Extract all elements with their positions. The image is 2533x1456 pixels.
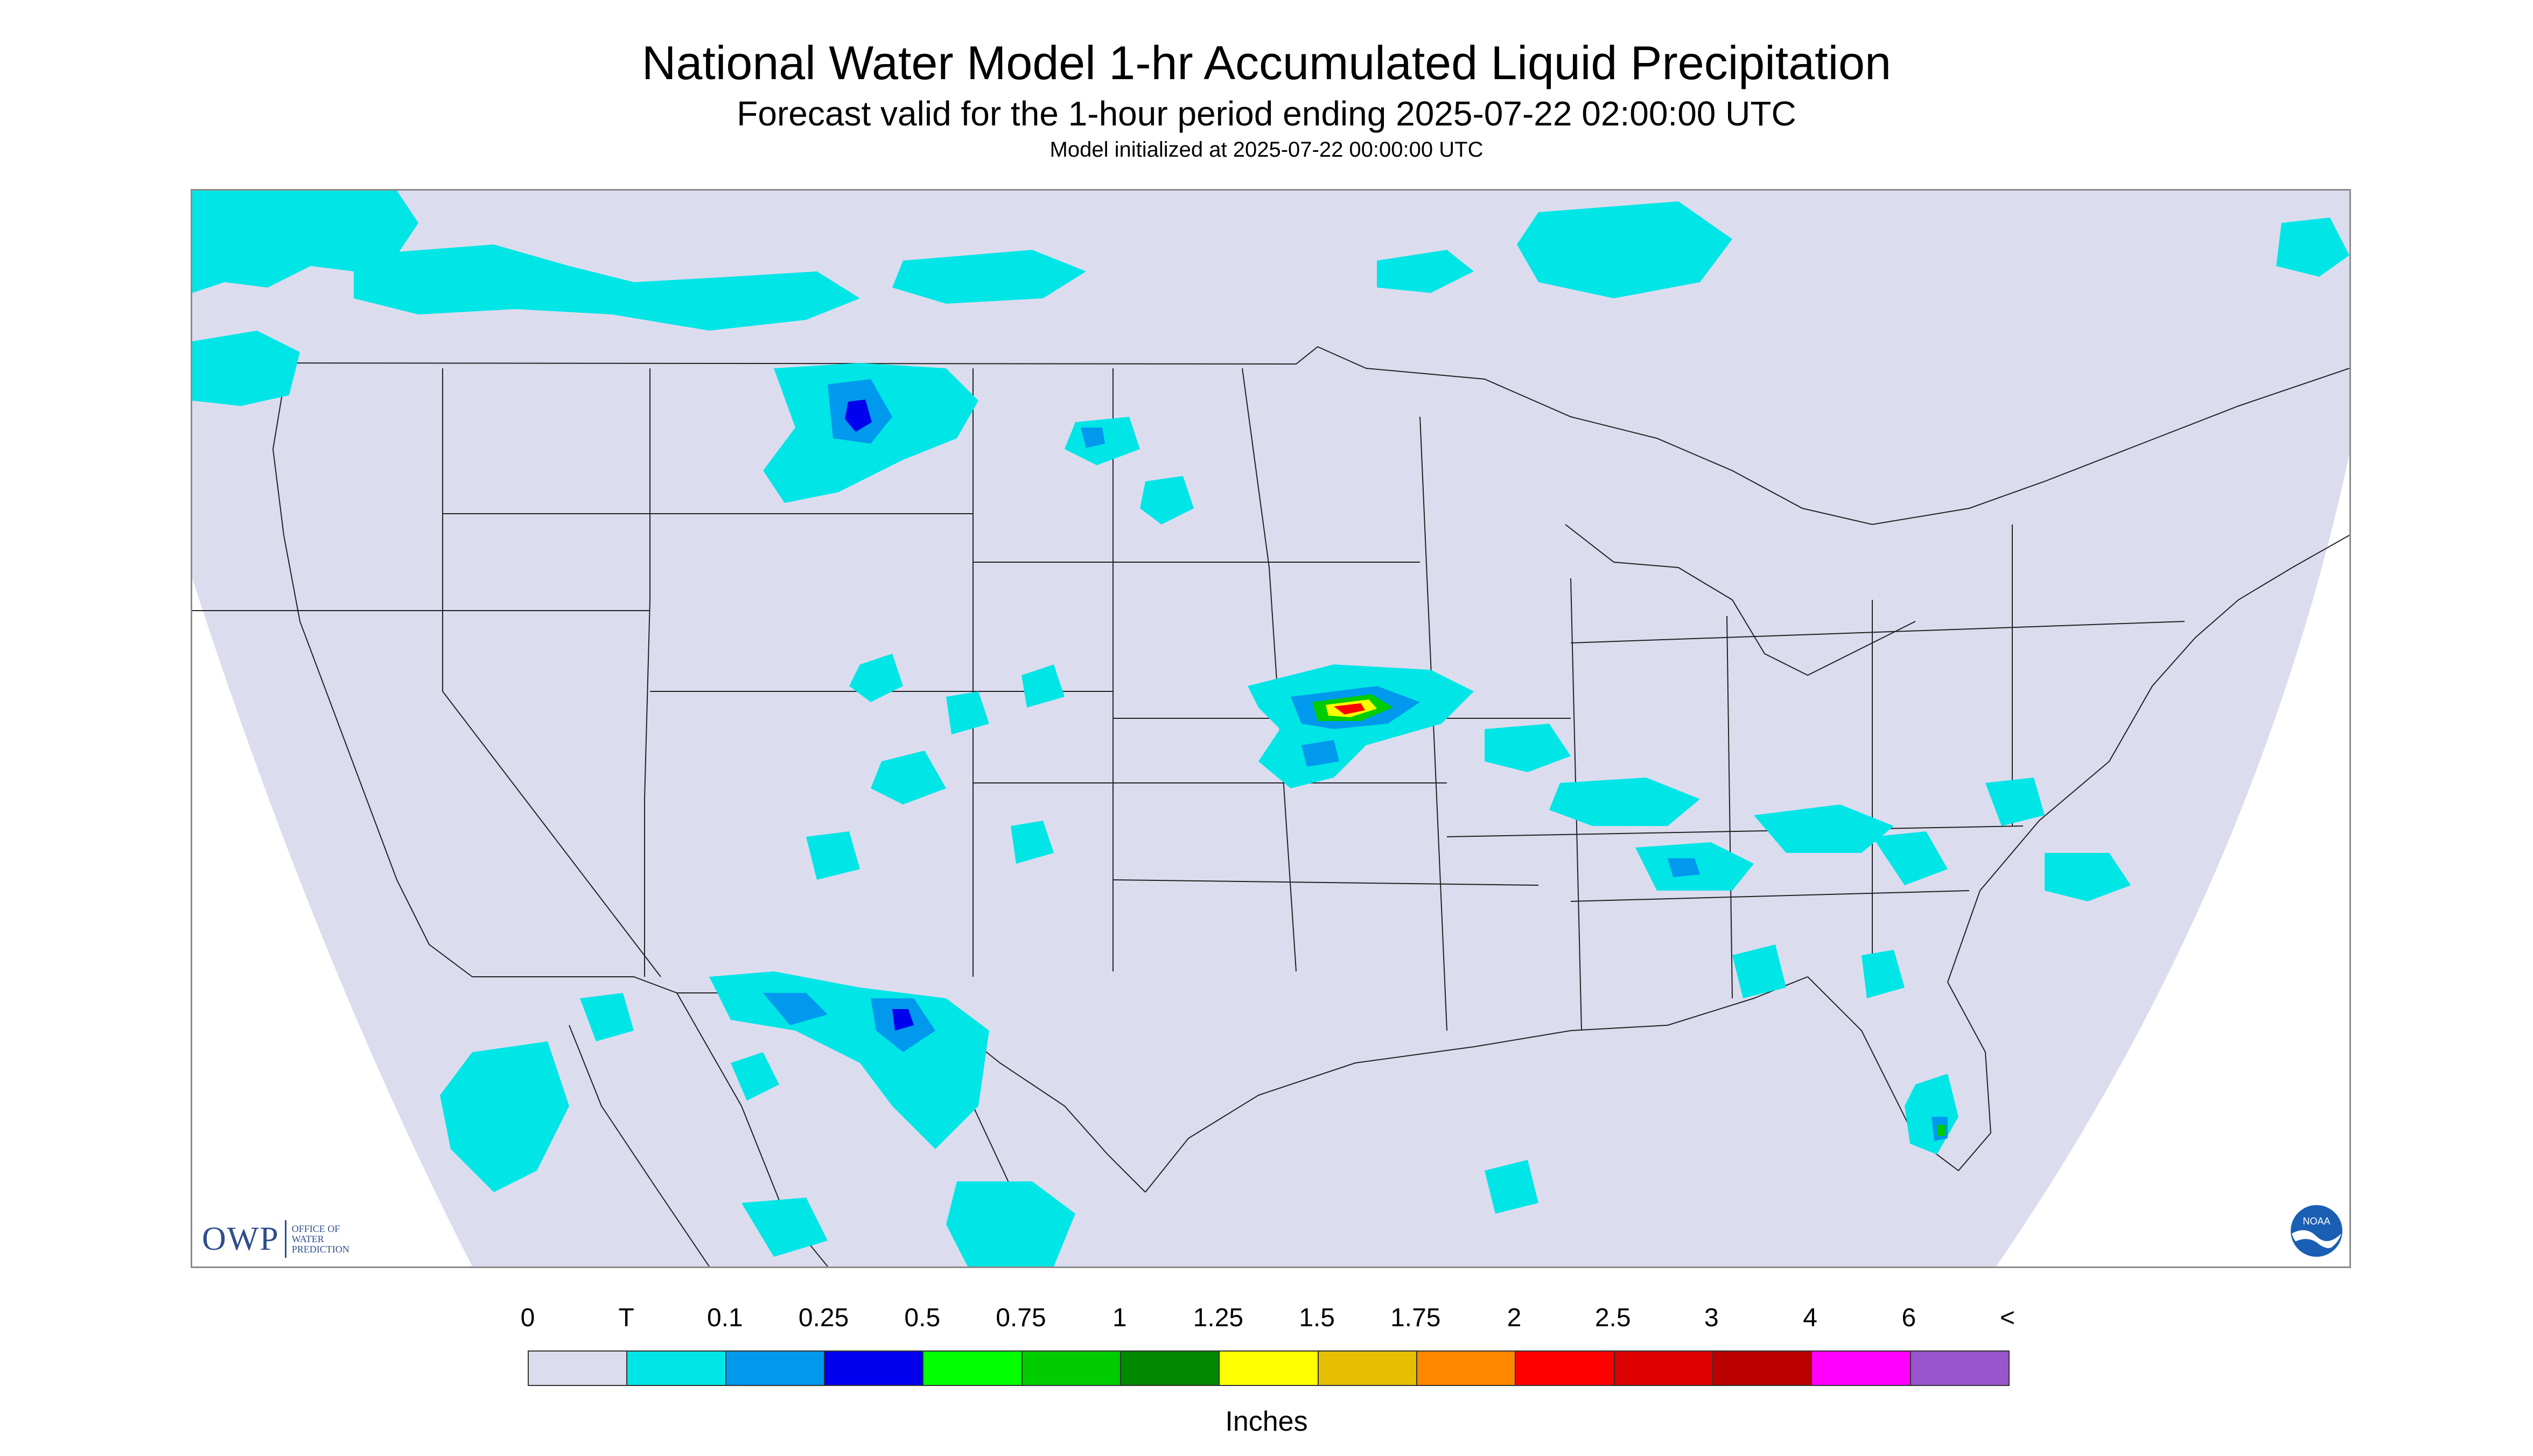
precipitation-map <box>191 189 2351 1268</box>
legend-label: T <box>618 1304 634 1332</box>
legend-swatch <box>1911 1352 2009 1385</box>
color-legend <box>528 1350 2010 1386</box>
legend-swatch <box>1713 1352 1813 1385</box>
legend-swatch <box>529 1352 628 1385</box>
legend-label: 3 <box>1704 1304 1719 1332</box>
legend-swatch <box>1220 1352 1319 1385</box>
owp-logo-subtext: OFFICE OF WATER PREDICTION <box>291 1223 349 1255</box>
legend-label: 1.5 <box>1299 1304 1335 1332</box>
legend-label: 0.25 <box>798 1304 849 1332</box>
noaa-logo: NOAA <box>2291 1205 2342 1257</box>
legend-swatch <box>824 1352 924 1385</box>
legend-labels: 0 T 0.1 0.25 0.5 0.75 1 1.25 1.5 1.75 2 2.5 3 4 6 < <box>503 1303 2016 1335</box>
legend-label: 0.5 <box>904 1304 941 1332</box>
legend-label: 0.1 <box>707 1304 743 1332</box>
precipitation-cells <box>192 191 2349 1266</box>
legend-swatch <box>1121 1352 1220 1385</box>
legend-swatch <box>1022 1352 1121 1385</box>
legend-label: < <box>1999 1304 2016 1332</box>
map-canvas <box>192 191 2349 1266</box>
noaa-logo-text: NOAA <box>2303 1216 2330 1227</box>
legend-label: 1.75 <box>1390 1304 1441 1332</box>
legend-swatch <box>1812 1352 1911 1385</box>
init-time: Model initialized at 2025-07-22 00:00:00… <box>1049 138 1484 162</box>
legend-label: 6 <box>1901 1304 1916 1332</box>
legend-label: 2.5 <box>1594 1304 1631 1332</box>
owp-logo-text: OWP <box>202 1220 279 1257</box>
legend-label: 4 <box>1803 1304 1817 1332</box>
legend-swatch <box>627 1352 726 1385</box>
legend-label: 1.25 <box>1193 1304 1244 1332</box>
legend-swatch <box>1516 1352 1615 1385</box>
owp-logo: OWP OFFICE OF WATER PREDICTION <box>202 1220 349 1258</box>
legend-swatch <box>726 1352 825 1385</box>
map-title: National Water Model 1-hr Accumulated Li… <box>641 36 1892 89</box>
boundary-lines <box>192 346 2349 1266</box>
legend-label: 0.75 <box>996 1304 1046 1332</box>
map-subtitle: Forecast valid for the 1-hour period end… <box>737 94 1796 133</box>
legend-swatch <box>1318 1352 1417 1385</box>
legend-units: Inches <box>1225 1406 1308 1437</box>
legend-label: 1 <box>1112 1304 1127 1332</box>
legend-label: 0 <box>520 1304 535 1332</box>
legend-swatch <box>923 1352 1023 1385</box>
legend-label: 2 <box>1507 1304 1522 1332</box>
legend-swatch <box>1614 1352 1713 1385</box>
legend-swatch <box>1417 1352 1516 1385</box>
